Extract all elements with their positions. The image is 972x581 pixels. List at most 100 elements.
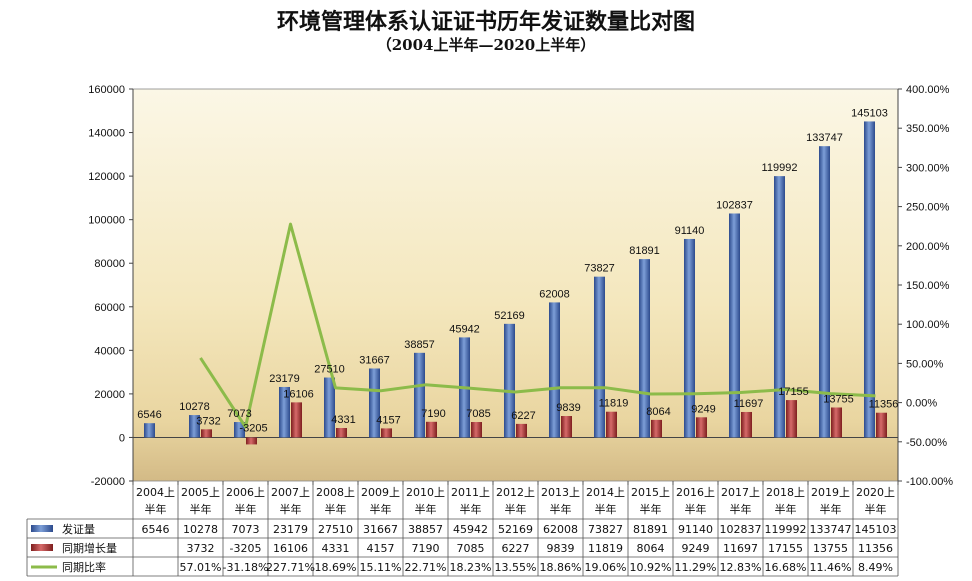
table-cell-ratio: 10.92% xyxy=(630,561,672,574)
chart-subtitle: （2004上半年—2020上半年） xyxy=(376,36,596,54)
table-cell-ratio: 11.46% xyxy=(810,561,852,574)
table-cell-growth: 8064 xyxy=(637,542,665,555)
table-cell-growth: 17155 xyxy=(768,542,803,555)
table-cell-issued: 27510 xyxy=(318,523,353,536)
table-cell-issued: 91140 xyxy=(678,523,713,536)
x-category-label: 半年 xyxy=(460,502,482,516)
bar-growth xyxy=(336,428,347,438)
x-category-label: 2007上 xyxy=(271,486,310,499)
legend-key-issued xyxy=(31,525,53,532)
table-cell-ratio: 13.55% xyxy=(495,561,537,574)
bar-issued xyxy=(234,422,245,438)
table-cell-growth: 11697 xyxy=(723,542,758,555)
table-cell-issued: 102837 xyxy=(720,523,762,536)
bar-growth-label: 16106 xyxy=(283,388,314,400)
x-category-label: 半年 xyxy=(415,502,437,516)
bar-issued-label: 102837 xyxy=(716,199,753,211)
x-category-label: 半年 xyxy=(730,502,752,516)
bar-issued-label: 10278 xyxy=(179,401,210,413)
bar-growth xyxy=(291,402,302,438)
table-cell-ratio: 11.29% xyxy=(675,561,717,574)
x-category-label: 2013上 xyxy=(541,486,580,499)
bar-growth-label: 7190 xyxy=(421,408,445,420)
bar-growth xyxy=(651,419,662,438)
ratio-line xyxy=(199,222,876,429)
bar-issued xyxy=(504,323,515,438)
y-left-tick-label: 0 xyxy=(119,432,125,444)
x-category-label: 2017上 xyxy=(721,486,760,499)
bar-issued xyxy=(324,377,335,438)
bar-growth xyxy=(381,428,392,438)
x-category-label: 2014上 xyxy=(586,486,625,499)
table-cell-ratio: 22.71% xyxy=(405,561,447,574)
bar-growth xyxy=(831,407,842,438)
x-category-label: 2010上 xyxy=(406,486,445,499)
table-cell-issued: 31667 xyxy=(363,523,398,536)
table-cell-issued: 73827 xyxy=(588,523,623,536)
table-cell-ratio: 18.69% xyxy=(315,561,357,574)
table-cell-ratio: 8.49% xyxy=(858,561,893,574)
y-right-tick-label: 250.00% xyxy=(906,202,950,214)
x-category-label: 2006上 xyxy=(226,486,265,499)
table-cell-issued: 45942 xyxy=(453,523,488,536)
y-right-tick-label: 0.00% xyxy=(906,398,937,410)
bar-issued-label: 6546 xyxy=(137,409,161,421)
bar-issued xyxy=(369,368,380,438)
x-category-label: 2020上 xyxy=(856,486,895,499)
bar-growth-label: 3732 xyxy=(196,415,220,427)
bar-growth xyxy=(471,422,482,438)
table-cell-growth: 9839 xyxy=(547,542,575,555)
y-right-tick-label: -50.00% xyxy=(906,437,947,449)
y-right-tick-label: 150.00% xyxy=(906,280,950,292)
table-cell-issued: 6546 xyxy=(142,523,170,536)
bar-issued-label: 27510 xyxy=(314,364,345,376)
table-cell-ratio: 19.06% xyxy=(585,561,627,574)
table-cell-growth: 4331 xyxy=(322,542,350,555)
bar-issued xyxy=(594,276,605,438)
table-cell-growth: 11819 xyxy=(588,542,623,555)
bar-growth xyxy=(561,416,572,438)
y-left-tick-label: -20000 xyxy=(91,476,125,488)
y-left-tick-label: 80000 xyxy=(94,258,125,270)
x-category-label: 半年 xyxy=(325,502,347,516)
legend-label-issued: 发证量 xyxy=(62,522,95,536)
bar-issued-label: 119992 xyxy=(762,162,798,174)
x-category-label: 半年 xyxy=(685,502,707,516)
x-category-label: 半年 xyxy=(235,502,257,516)
bar-issued-label: 38857 xyxy=(404,339,435,351)
bar-growth xyxy=(201,429,212,438)
y-right-tick-label: 200.00% xyxy=(906,241,950,253)
table-cell-growth: 4157 xyxy=(367,542,395,555)
legend-label-growth: 同期增长量 xyxy=(62,541,117,555)
y-right-tick-label: 100.00% xyxy=(906,319,950,331)
bar-growth-label: 4331 xyxy=(331,414,355,426)
bar-growth-label: 13755 xyxy=(823,393,854,405)
x-category-label: 半年 xyxy=(640,502,662,516)
table-cell-growth: -3205 xyxy=(230,542,262,555)
bar-growth xyxy=(246,437,257,445)
bar-issued xyxy=(729,213,740,438)
chart-title: 环境管理体系认证证书历年发证数量比对图 xyxy=(276,9,695,35)
bar-issued-label: 52169 xyxy=(494,310,525,322)
table-cell-growth: 13755 xyxy=(813,542,848,555)
table-cell-issued: 145103 xyxy=(855,523,897,536)
bar-growth-label: 6227 xyxy=(511,410,535,422)
x-category-label: 半年 xyxy=(865,502,887,516)
bar-issued xyxy=(774,176,785,438)
bar-issued-label: 31667 xyxy=(359,354,390,366)
bar-growth xyxy=(516,423,527,438)
x-category-label: 2012上 xyxy=(496,486,535,499)
table-cell-growth: 3732 xyxy=(187,542,215,555)
x-category-label: 2016上 xyxy=(676,486,715,499)
table-cell-growth: 7190 xyxy=(412,542,440,555)
table-cell-ratio: -31.18% xyxy=(223,561,269,574)
x-category-label: 2015上 xyxy=(631,486,670,499)
bar-issued xyxy=(549,302,560,438)
bar-growth xyxy=(696,417,707,438)
bar-issued-label: 7073 xyxy=(227,408,251,420)
bar-issued-label: 133747 xyxy=(806,132,843,144)
table-cell-issued: 38857 xyxy=(408,523,443,536)
x-category-label: 半年 xyxy=(505,502,527,516)
